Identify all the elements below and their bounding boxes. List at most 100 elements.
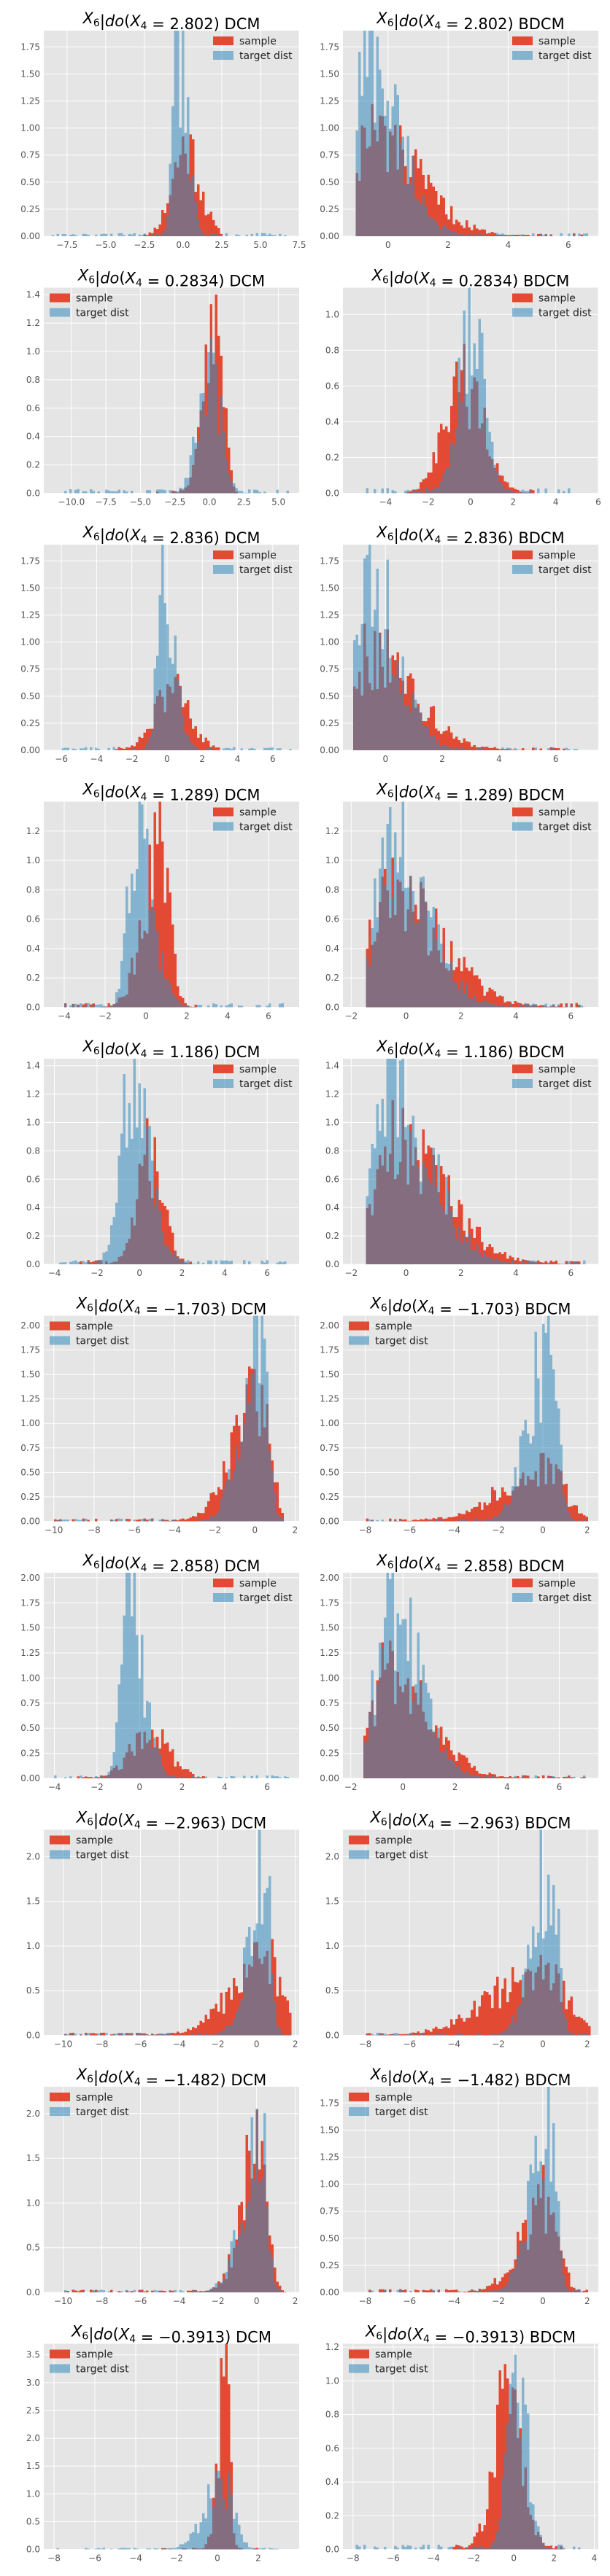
target-bar	[72, 2290, 74, 2292]
target-bar	[391, 897, 394, 1008]
target-bar	[524, 1003, 527, 1008]
x-tick-label: −4	[447, 1525, 460, 1536]
sample-bar	[274, 1957, 277, 2036]
target-bar	[260, 233, 263, 236]
y-tick-label: 1.50	[20, 583, 40, 593]
target-bar	[141, 1635, 144, 1778]
sample-bar	[394, 1519, 397, 1522]
target-bar	[447, 1191, 450, 1264]
legend-label-target: target dist	[239, 564, 293, 576]
target-bar	[466, 235, 468, 236]
sample-bar	[493, 1490, 496, 1522]
sample-bar	[468, 227, 471, 236]
target-bar	[87, 235, 90, 236]
y-tick-label: 1.0	[325, 1118, 339, 1128]
target-bar	[488, 432, 491, 494]
sample-bar	[223, 2013, 225, 2036]
sample-bar	[163, 2291, 166, 2292]
bars	[368, 2087, 588, 2292]
target-bar	[126, 491, 128, 494]
target-bar	[481, 748, 484, 750]
target-bar	[452, 981, 455, 1008]
target-bar	[458, 1519, 460, 1522]
target-bar	[466, 984, 468, 1008]
target-bar	[440, 746, 443, 750]
target-bar	[263, 1262, 266, 1264]
legend-swatch-target	[349, 2364, 369, 2373]
target-bar	[552, 747, 555, 750]
target-bar	[509, 1503, 511, 1522]
target-bar	[223, 2030, 225, 2036]
target-bar	[143, 2034, 146, 2036]
target-bar	[493, 1004, 496, 1008]
x-tick-label: −7.5	[96, 497, 117, 507]
target-bar	[153, 910, 156, 1008]
target-bar	[455, 428, 458, 494]
y-tick-label: 0.6	[26, 403, 40, 413]
target-bar	[568, 488, 571, 494]
panel-title: X6|do(X4 = 2.858) DCM	[82, 1552, 260, 1575]
target-bar	[230, 748, 233, 750]
target-bar	[379, 1130, 382, 1264]
target-bar	[74, 1003, 77, 1008]
target-bar	[445, 745, 448, 750]
target-bar	[458, 357, 460, 494]
target-bar	[233, 2018, 236, 2036]
sample-bar	[215, 1495, 217, 1522]
sample-bar	[483, 1502, 486, 1522]
target-bar	[468, 287, 471, 494]
x-tick-label: −2	[208, 1525, 221, 1536]
target-bar	[544, 488, 547, 494]
target-bar	[468, 2034, 471, 2036]
target-bar	[179, 127, 182, 236]
target-bar	[166, 216, 169, 236]
target-bar	[573, 1519, 576, 1522]
sample-bar	[563, 748, 565, 750]
target-bar	[409, 2545, 412, 2550]
target-bar	[212, 352, 215, 494]
target-bar	[517, 2007, 520, 2036]
legend-swatch-sample	[512, 1065, 533, 1073]
sample-bar	[276, 1482, 279, 1522]
sample-bar	[166, 868, 169, 1008]
x-tick-label: 0	[383, 754, 389, 764]
target-bar	[179, 2544, 182, 2550]
target-bar	[90, 1262, 93, 1264]
target-bar	[240, 2222, 243, 2292]
target-bar	[386, 1573, 389, 1778]
target-bar	[498, 481, 501, 494]
target-bar	[255, 2108, 258, 2292]
sample-bar	[471, 1509, 474, 1522]
target-bar	[450, 1759, 453, 1778]
target-bar	[527, 2180, 530, 2292]
target-bar	[430, 1519, 433, 1522]
y-tick-label: 0.00	[320, 1517, 339, 1527]
sample-bar	[539, 1005, 542, 1008]
target-bar	[432, 1731, 435, 1778]
target-bar	[501, 1509, 504, 1522]
sample-bar	[537, 1776, 540, 1778]
sample-bar	[486, 233, 489, 236]
target-bar	[557, 2201, 560, 2292]
target-bar	[146, 2034, 149, 2036]
target-bar	[269, 747, 271, 750]
target-bar	[204, 415, 207, 494]
target-bar	[131, 749, 134, 750]
sample-bar	[509, 1992, 511, 2036]
sample-bar	[82, 1004, 85, 1008]
target-bar	[158, 1754, 161, 1778]
target-bar	[112, 747, 115, 750]
target-bar	[95, 747, 98, 750]
y-tick-label: 1.25	[320, 610, 339, 620]
target-bar	[143, 233, 146, 236]
y-tick-label: 0.00	[320, 2287, 339, 2297]
x-tick-label: −2	[344, 1782, 358, 1792]
target-bar	[450, 443, 453, 494]
target-bar	[539, 2161, 542, 2292]
target-bar	[563, 2013, 565, 2036]
sample-bar	[493, 233, 496, 236]
target-bar	[496, 2532, 499, 2550]
y-tick-label: 1.0	[26, 346, 40, 357]
